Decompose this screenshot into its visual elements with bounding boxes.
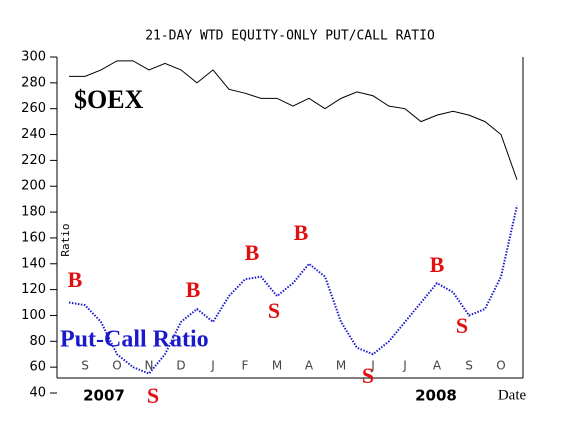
x-tick-label: J — [402, 359, 407, 373]
y-tick-label: 140 — [21, 256, 46, 271]
signal-label: B — [68, 267, 83, 292]
x-tick-label: D — [176, 359, 185, 373]
y-tick-label: 260 — [21, 101, 46, 116]
year-label: 2007 — [83, 387, 125, 405]
y-tick-label: 180 — [21, 205, 46, 220]
y-tick-label: 200 — [21, 179, 46, 194]
x-tick-label: M — [272, 359, 282, 373]
x-tick-label: J — [210, 359, 215, 373]
signal-label: B — [430, 252, 445, 277]
y-tick-label: 60 — [29, 360, 46, 375]
y-tick-label: 160 — [21, 230, 46, 245]
y-tick-label: 300 — [21, 50, 46, 65]
x-tick-label: N — [145, 359, 154, 373]
series-line — [68, 205, 518, 375]
x-tick-label: O — [112, 359, 121, 373]
series-line — [69, 60, 518, 180]
year-label: 2008 — [415, 387, 457, 405]
x-axis-label: Date — [498, 387, 527, 403]
y-axis-label: Ratio — [59, 223, 72, 256]
signal-label: S — [268, 298, 280, 323]
signal-label: B — [186, 277, 201, 302]
x-tick-label: M — [336, 359, 346, 373]
x-tick-label: F — [242, 359, 249, 373]
y-tick-label: 240 — [21, 127, 46, 142]
y-tick-label: 280 — [21, 75, 46, 90]
signal-label: B — [245, 240, 260, 265]
y-tick-label: 80 — [29, 334, 46, 349]
y-tick-label: 100 — [21, 308, 46, 323]
x-tick-label: A — [305, 359, 314, 373]
y-tick-label: 120 — [21, 282, 46, 297]
series-label: $OEX — [74, 85, 144, 114]
x-tick-label: O — [496, 359, 505, 373]
signal-label: S — [362, 363, 374, 388]
x-tick-label: A — [433, 359, 442, 373]
y-tick-label: 40 — [29, 386, 46, 401]
x-tick-label: S — [81, 359, 89, 373]
chart-title: 21-DAY WTD EQUITY-ONLY PUT/CALL RATIO — [145, 29, 435, 44]
x-tick-label: J — [370, 359, 375, 373]
signal-label: B — [294, 220, 309, 245]
signal-label: S — [456, 313, 468, 338]
signal-label: S — [147, 383, 159, 408]
series-label: Put-Call Ratio — [60, 327, 209, 353]
y-tick-label: 220 — [21, 153, 46, 168]
x-tick-label: S — [465, 359, 473, 373]
